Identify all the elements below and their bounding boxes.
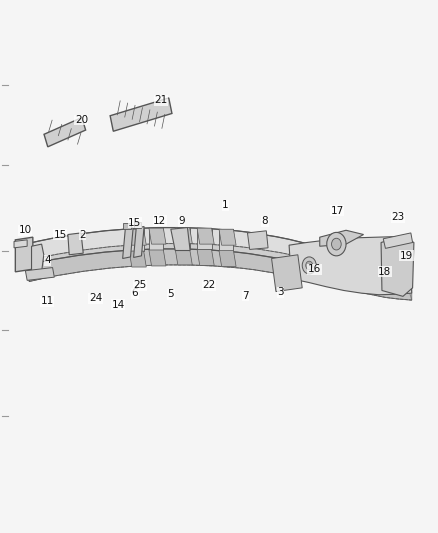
Text: 19: 19: [400, 251, 413, 261]
Polygon shape: [134, 222, 141, 228]
Text: 9: 9: [178, 216, 185, 226]
Polygon shape: [149, 228, 163, 250]
Polygon shape: [219, 251, 236, 266]
Polygon shape: [110, 98, 172, 131]
Text: 25: 25: [134, 280, 147, 290]
Text: 23: 23: [391, 213, 404, 222]
Text: 17: 17: [331, 206, 344, 215]
Polygon shape: [219, 229, 236, 245]
Text: 24: 24: [89, 294, 102, 303]
Polygon shape: [149, 250, 166, 266]
Polygon shape: [197, 228, 214, 244]
Text: 8: 8: [261, 216, 268, 226]
Polygon shape: [289, 237, 412, 295]
Circle shape: [302, 257, 316, 274]
Polygon shape: [175, 249, 192, 265]
Text: 5: 5: [167, 289, 174, 299]
Text: 20: 20: [75, 115, 88, 125]
Polygon shape: [123, 228, 133, 259]
Polygon shape: [14, 240, 27, 248]
Polygon shape: [29, 244, 412, 300]
Circle shape: [332, 238, 341, 250]
Polygon shape: [129, 229, 146, 245]
Text: 3: 3: [277, 287, 284, 297]
Polygon shape: [134, 227, 144, 257]
Polygon shape: [219, 229, 233, 251]
Polygon shape: [15, 237, 33, 272]
Polygon shape: [320, 230, 364, 246]
Text: 4: 4: [44, 255, 51, 265]
Polygon shape: [171, 228, 190, 251]
Polygon shape: [25, 249, 412, 300]
Text: 22: 22: [203, 280, 216, 290]
Text: 18: 18: [378, 267, 391, 277]
Text: 21: 21: [155, 95, 168, 105]
Polygon shape: [383, 233, 413, 248]
Text: 7: 7: [242, 291, 249, 301]
Polygon shape: [25, 228, 407, 284]
Text: 10: 10: [19, 225, 32, 235]
Polygon shape: [381, 236, 414, 296]
Text: 15: 15: [54, 230, 67, 239]
Polygon shape: [175, 228, 190, 249]
Text: 2: 2: [79, 230, 86, 239]
Polygon shape: [197, 228, 212, 249]
Polygon shape: [175, 228, 192, 244]
Polygon shape: [68, 233, 83, 255]
Polygon shape: [44, 118, 86, 147]
Polygon shape: [197, 249, 214, 265]
Text: 15: 15: [128, 218, 141, 228]
Polygon shape: [25, 268, 54, 280]
Text: 12: 12: [153, 216, 166, 225]
Text: 1: 1: [222, 200, 229, 210]
Text: 16: 16: [308, 264, 321, 274]
Text: 6: 6: [131, 288, 138, 298]
Polygon shape: [129, 229, 144, 251]
Polygon shape: [272, 255, 302, 292]
Text: 11: 11: [41, 296, 54, 306]
Circle shape: [327, 232, 346, 256]
Polygon shape: [32, 244, 44, 274]
Circle shape: [306, 261, 313, 270]
Polygon shape: [123, 223, 131, 229]
Text: 14: 14: [112, 300, 125, 310]
Polygon shape: [149, 228, 166, 244]
Polygon shape: [247, 231, 268, 249]
Polygon shape: [129, 251, 146, 267]
